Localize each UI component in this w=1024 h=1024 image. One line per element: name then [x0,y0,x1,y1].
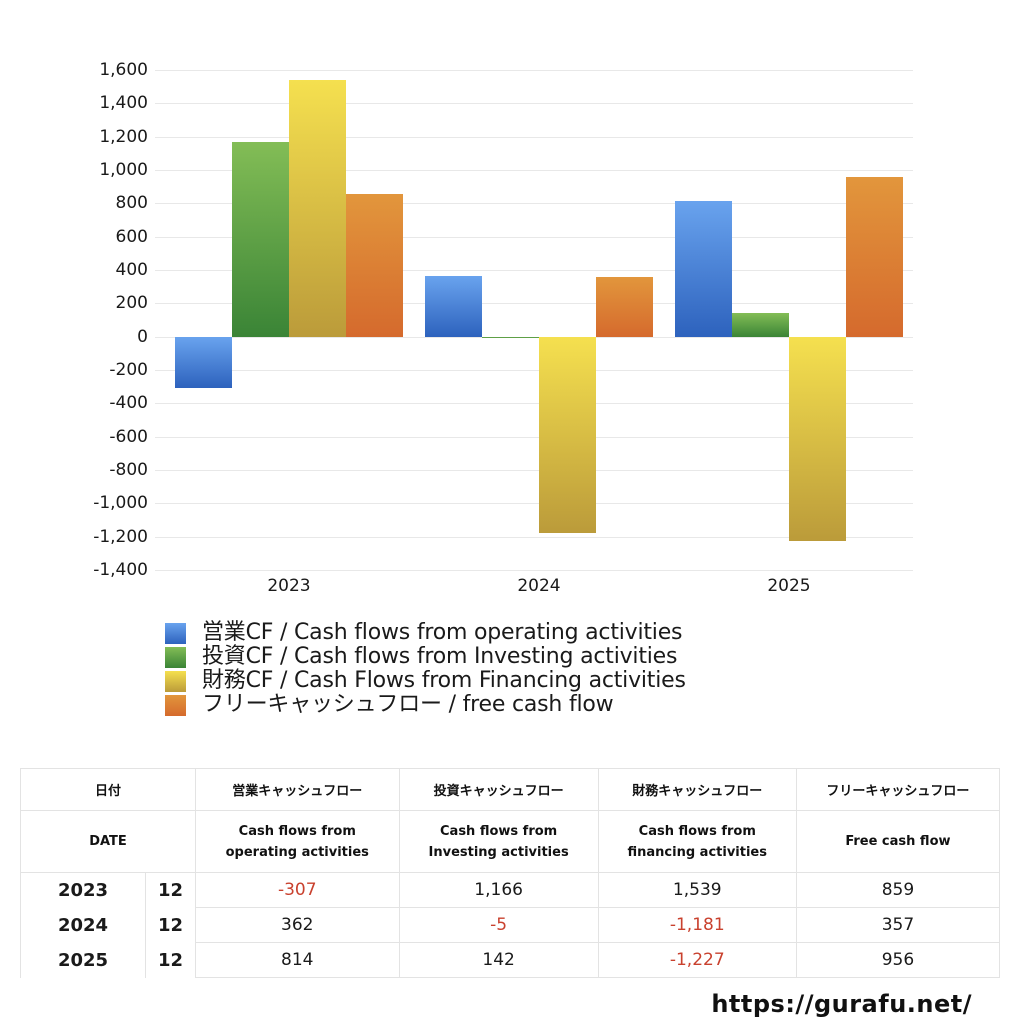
y-tick-label: -600 [109,426,148,447]
cell-financing: 1,539 [597,872,797,908]
x-tick-label: 2025 [767,576,811,596]
x-tick-label: 2023 [267,576,311,596]
gridline [155,136,913,138]
cell-operating: -307 [195,872,400,908]
gridline [155,403,913,405]
gridline [155,70,913,71]
bar-2024-series-0 [425,276,482,337]
header-free-cash-flow-jp: フリーキャッシュフロー [795,768,1001,811]
gridline [155,303,913,305]
legend-item-investing: 投資CF / Cash flows from Investing activit… [165,645,686,669]
row-month: 12 [145,942,196,978]
y-tick-label: 1,600 [99,60,148,80]
bar-2025-series-0 [675,201,732,337]
table-row: 2024 12 362 -5 -1,181 357 [20,907,1001,943]
bar-2024-series-3 [596,277,653,337]
gridline [155,570,913,571]
y-tick-label: -200 [109,360,148,380]
cell-operating: 362 [195,907,400,943]
gridline [155,203,913,205]
bar-2025-series-3 [846,177,903,337]
y-tick-label: 1,000 [99,160,148,180]
y-tick-label: 800 [115,193,148,214]
legend-swatch-blue-icon [165,622,186,644]
header-free-cash-flow-en: Free cash flow [795,810,1001,873]
row-year: 2025 [20,942,146,978]
gridline [155,536,913,538]
y-tick-label: -400 [109,393,148,414]
cell-financing: -1,181 [597,907,797,943]
gridline [155,236,913,238]
row-year: 2023 [20,872,146,908]
table-row: 2025 12 814 142 -1,227 956 [20,942,1001,978]
gridline [155,470,913,471]
bar-2023-series-1 [232,142,289,337]
cell-investing: 142 [398,942,599,978]
cell-operating: 814 [195,942,400,978]
cell-free-cash-flow: 859 [795,872,1001,908]
cell-free-cash-flow: 956 [795,942,1001,978]
header-date-jp: 日付 [20,768,196,811]
table-header-row-en: DATE Cash flows from operating activitie… [20,810,1001,873]
y-tick-label: 0 [137,326,148,347]
y-tick-label: -1,400 [93,560,148,580]
bar-2025-series-2 [789,336,846,542]
legend-item-financing: 財務CF / Cash Flows from Financing activit… [165,669,686,693]
chart-legend: 営業CF / Cash flows from operating activit… [165,621,686,717]
y-tick-label: 200 [115,293,148,314]
header-operating-en: Cash flows from operating activities [195,810,400,873]
table-row: 2023 12 -307 1,166 1,539 859 [20,872,1001,908]
gridline [155,370,913,371]
header-investing-jp: 投資キャッシュフロー [398,768,599,811]
y-tick-label: 1,200 [99,126,148,147]
y-tick-label: 400 [115,260,148,280]
bar-2023-series-2 [289,80,346,337]
legend-item-free-cash-flow: フリーキャッシュフロー / free cash flow [165,693,686,717]
legend-label: 財務CF / Cash Flows from Financing activit… [202,668,686,693]
x-tick-label: 2024 [517,576,561,596]
y-tick-label: -1,200 [93,526,148,547]
legend-label: 営業CF / Cash flows from operating activit… [202,620,683,645]
header-date-en: DATE [20,810,196,873]
gridline [155,170,913,171]
bar-2023-series-3 [346,193,403,337]
row-year: 2024 [20,907,146,943]
cell-investing: -5 [398,907,599,943]
cash-flow-table: 日付 営業キャッシュフロー 投資キャッシュフロー 財務キャッシュフロー フリーキ… [20,768,1001,978]
row-month: 12 [145,872,196,908]
bar-2025-series-1 [732,313,789,337]
bar-2024-series-2 [539,336,596,534]
gridline [155,270,913,271]
y-tick-label: 600 [115,226,148,247]
legend-label: フリーキャッシュフロー / free cash flow [202,692,614,717]
y-tick-label: -1,000 [93,493,148,514]
gridline [155,436,913,438]
legend-swatch-orange-icon [165,694,186,716]
header-investing-en: Cash flows from Investing activities [398,810,599,873]
header-financing-jp: 財務キャッシュフロー [597,768,797,811]
legend-item-operating: 営業CF / Cash flows from operating activit… [165,621,686,645]
header-operating-jp: 営業キャッシュフロー [195,768,400,811]
row-month: 12 [145,907,196,943]
bar-2024-series-1 [482,336,539,338]
site-url-link[interactable]: https://gurafu.net/ [711,990,972,1018]
legend-swatch-green-icon [165,646,186,668]
bar-2023-series-0 [175,336,232,388]
cell-free-cash-flow: 357 [795,907,1001,943]
gridline [155,503,913,505]
table-header-row-jp: 日付 営業キャッシュフロー 投資キャッシュフロー 財務キャッシュフロー フリーキ… [20,768,1001,811]
gridline [155,103,913,105]
cash-flow-bar-chart: 1,600 1,400 1,200 1,000 800 600 400 200 0 -200 -40… [93,60,913,596]
legend-swatch-yellow-icon [165,670,186,692]
y-tick-label: -800 [109,460,148,480]
legend-label: 投資CF / Cash flows from Investing activit… [202,644,678,669]
header-financing-en: Cash flows from financing activities [597,810,797,873]
cell-investing: 1,166 [398,872,599,908]
cell-financing: -1,227 [597,942,797,978]
y-tick-label: 1,400 [99,93,148,114]
